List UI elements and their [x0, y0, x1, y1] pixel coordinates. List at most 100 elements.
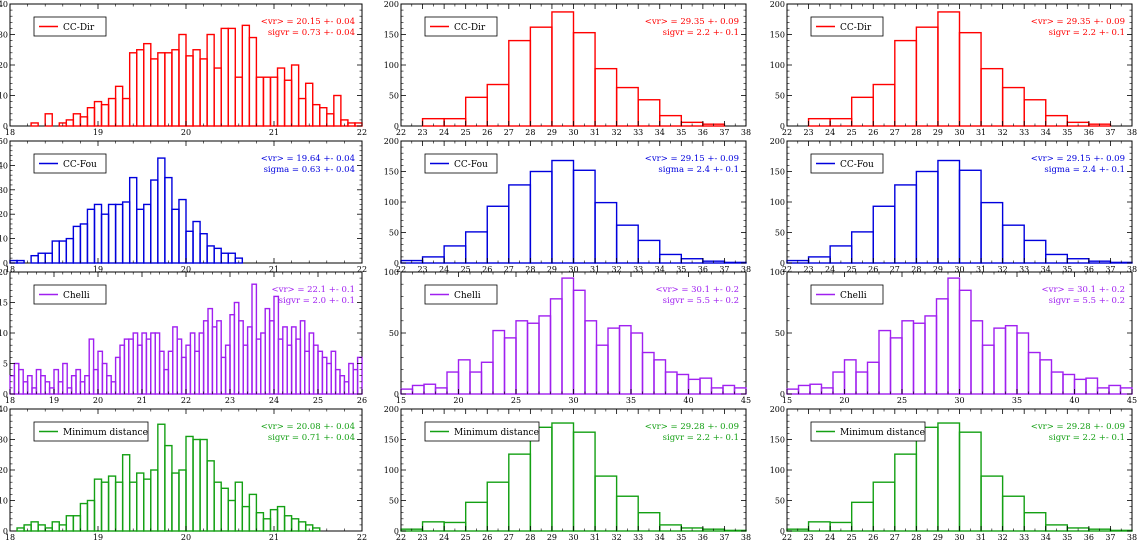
histogram-bar [193, 50, 200, 126]
x-tick-label: 26 [482, 265, 492, 274]
x-tick-label: 24 [825, 533, 835, 542]
y-tick-label: 100 [770, 198, 785, 207]
x-tick-label: 25 [847, 128, 857, 137]
histogram-bar [444, 246, 466, 263]
histogram-bar [509, 185, 531, 263]
histogram-bar [401, 389, 413, 394]
x-tick-label: 28 [911, 533, 921, 542]
x-tick-label: 34 [655, 533, 665, 542]
histogram-bar [130, 53, 137, 126]
x-tick-label: 38 [1127, 128, 1137, 137]
y-tick-label: 0 [780, 122, 785, 131]
histogram-bar [172, 473, 179, 531]
histogram-bar [87, 501, 94, 532]
x-tick-label: 35 [1062, 265, 1072, 274]
histogram-bar [270, 77, 277, 126]
y-tick-label: 0 [780, 259, 785, 268]
x-tick-label: 32 [612, 265, 622, 274]
histogram-bar [595, 69, 617, 126]
histogram-bar [562, 278, 574, 394]
histogram-bar [787, 389, 799, 394]
histogram-bar [313, 105, 320, 126]
x-tick-label: 26 [868, 533, 878, 542]
x-tick-label: 19 [93, 128, 103, 137]
histogram-bar [109, 476, 116, 531]
stats-text: <vr> = 29.15 +- 0.09 [645, 154, 739, 164]
histogram-bar [638, 513, 660, 531]
histogram-bar [116, 86, 123, 126]
histogram-bar [1040, 360, 1052, 394]
histogram-bar [80, 117, 87, 126]
x-tick-label: 37 [1105, 128, 1115, 137]
histogram-bar [45, 528, 52, 531]
histogram-bar [221, 28, 228, 126]
histogram-bar [292, 519, 299, 531]
histogram-bar [574, 33, 596, 126]
x-tick-label: 20 [453, 396, 463, 405]
histogram-bar [938, 423, 960, 531]
x-tick-label: 27 [504, 265, 514, 274]
x-tick-label: 23 [417, 265, 427, 274]
y-tick-label: 10 [0, 92, 8, 101]
x-tick-label: 36 [698, 265, 708, 274]
histogram-bar [466, 97, 488, 126]
histogram-bar [221, 488, 228, 531]
x-tick-label: 31 [590, 265, 600, 274]
y-tick-label: 20 [0, 210, 8, 219]
y-tick-label: 30 [0, 186, 8, 195]
histogram-bar [186, 231, 193, 263]
histogram-bar [466, 502, 488, 531]
histogram-bar [960, 170, 982, 263]
histogram-bar [172, 50, 179, 126]
x-tick-label: 29 [933, 533, 943, 542]
histogram-bar [530, 427, 552, 531]
histogram-bar [677, 374, 689, 394]
histogram-bar [52, 522, 59, 531]
histogram-bar [916, 27, 938, 126]
x-tick-label: 28 [525, 265, 535, 274]
histogram-bar [879, 331, 891, 394]
y-tick-label: 100 [770, 268, 785, 277]
histogram-bar [938, 12, 960, 126]
y-tick-label: 10 [0, 235, 8, 244]
x-tick-label: 45 [741, 396, 751, 405]
x-tick-label: 25 [847, 533, 857, 542]
histogram-panel-11: 22 23 24 25 26 27 28 29 30 31 32 33 34 35 36 37 38050100… [770, 405, 1137, 542]
histogram-bar [631, 333, 643, 394]
stats-text: <vr> = 20.08 +- 0.04 [261, 422, 355, 432]
x-tick-label: 20 [839, 396, 849, 405]
y-tick-label: 50 [775, 229, 785, 238]
y-tick-label: 0 [394, 122, 399, 131]
stats-text: <vr> = 20.15 +- 0.04 [261, 17, 355, 27]
histogram-bar [413, 385, 425, 394]
x-tick-label: 36 [1084, 533, 1094, 542]
histogram-bar [938, 161, 960, 263]
histogram-bar [845, 360, 857, 394]
histogram-bar [482, 362, 494, 394]
legend-label: CC-Dir [840, 23, 872, 33]
y-tick-label: 15 [0, 299, 8, 308]
histogram-bar [1024, 513, 1046, 531]
histogram-bar [470, 372, 482, 394]
histogram-bar [66, 120, 73, 126]
x-tick-label: 28 [911, 265, 921, 274]
x-tick-label: 33 [633, 128, 643, 137]
histogram-bar [242, 507, 249, 531]
histogram-bar [1024, 240, 1046, 263]
histogram-bar [902, 321, 914, 394]
histogram-bar [830, 246, 852, 263]
stats-text: <vr> = 29.15 +- 0.09 [1031, 154, 1125, 164]
histogram-bar [810, 384, 822, 394]
y-tick-label: 100 [384, 61, 399, 70]
stats-text: sigvr = 2.0 +- 0.1 [279, 296, 355, 306]
x-tick-label: 23 [225, 396, 235, 405]
histogram-bar [299, 522, 306, 531]
histogram-bar [17, 528, 24, 531]
histogram-bar [1006, 326, 1018, 394]
y-tick-label: 100 [384, 198, 399, 207]
histogram-panel-5: 22 23 24 25 26 27 28 29 30 31 32 33 34 35 36 37 38 0 50 100… [770, 137, 1137, 274]
histogram-bar [207, 35, 214, 127]
histogram-bar [179, 470, 186, 531]
y-tick-label: 150 [770, 168, 785, 177]
histogram-bar [137, 209, 144, 263]
